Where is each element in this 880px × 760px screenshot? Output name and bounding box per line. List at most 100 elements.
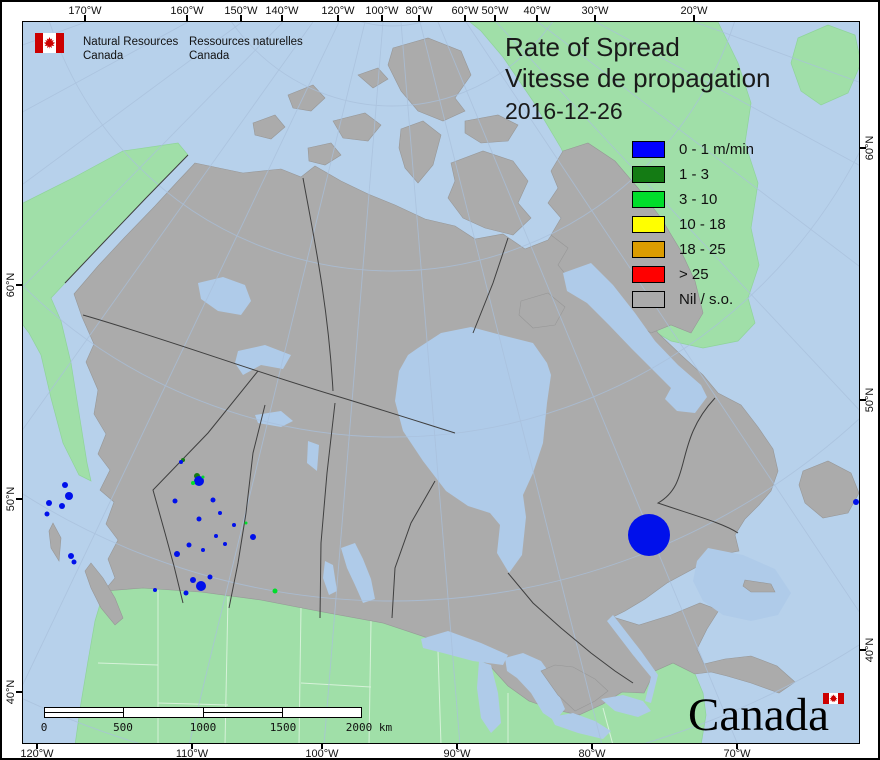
axis-tick — [84, 15, 86, 21]
legend: 0 - 1 m/min 1 - 3 3 - 10 10 - 18 18 - 25 > 25… — [632, 137, 754, 312]
legend-swatch — [632, 291, 665, 308]
map-date: 2016-12-26 — [505, 98, 623, 124]
anticosti-island — [742, 579, 776, 593]
axis-tick — [594, 15, 596, 21]
fire-spot-rate-0-1 — [223, 542, 227, 546]
fire-spot-rate-0-1 — [196, 581, 206, 591]
lake-athabasca — [255, 411, 293, 427]
flag-red-bar — [56, 33, 64, 53]
border-ab-sk — [228, 404, 266, 609]
axis-tick — [321, 743, 323, 749]
axis-tick — [281, 15, 283, 21]
longitude-label-top: 170°W — [68, 5, 102, 17]
fire-spot-rate-0-1 — [196, 516, 202, 522]
fire-spot-rate-0-1 — [62, 482, 68, 488]
fire-spot-rate-3-10 — [272, 588, 278, 594]
border-nu — [472, 237, 509, 334]
fire-spot-rate-0-1 — [68, 553, 74, 559]
canada-map — [23, 22, 859, 743]
legend-item: 18 - 25 — [632, 237, 754, 262]
fire-spot-rate-0-1 — [46, 500, 52, 506]
lake-huron — [505, 653, 565, 721]
arctic-islet-3 — [307, 142, 342, 166]
fire-spot-rate-0-1 — [179, 460, 183, 464]
scale-bar-value: 1000 — [189, 721, 217, 734]
legend-label: 10 - 18 — [679, 216, 726, 233]
legend-label: 18 - 25 — [679, 241, 726, 258]
graticule — [23, 22, 859, 743]
lake-erie — [551, 713, 611, 739]
scale-bar — [44, 707, 362, 718]
ellesmere-island — [387, 37, 472, 122]
logo-en-line1: Natural Resources — [83, 36, 179, 48]
canada-wordmark: Canada — [688, 689, 829, 741]
longitude-label-top: 30°W — [581, 5, 609, 17]
border-bc-ab — [152, 370, 259, 604]
lake-winnipeg — [341, 543, 375, 603]
axis-tick — [860, 399, 866, 401]
foxe-basin-hudson-strait — [563, 263, 707, 413]
flag-red-bar — [823, 693, 829, 704]
scale-bar-segment — [203, 708, 283, 717]
alaska-land — [23, 142, 189, 482]
border-60n — [82, 314, 456, 434]
axis-tick — [418, 15, 420, 21]
haida-gwaii — [48, 522, 62, 562]
axis-tick — [591, 743, 593, 749]
iceland-land — [790, 24, 859, 106]
longitude-label-top: 80°W — [405, 5, 433, 17]
melville-island — [332, 112, 382, 142]
great-bear-lake — [198, 277, 251, 315]
longitude-label-bottom: 70°W — [723, 748, 751, 760]
fire-spot-rate-0-1 — [59, 503, 65, 509]
reindeer-lake — [307, 441, 319, 471]
axis-tick — [16, 691, 22, 693]
axis-tick — [36, 743, 38, 749]
fire-spot-rate-0-1 — [218, 511, 222, 515]
fire-spot-rate-0-1 — [214, 534, 218, 538]
map-title-en: Rate of Spread — [505, 32, 680, 62]
legend-swatch — [632, 166, 665, 183]
maple-leaf-icon — [43, 37, 56, 49]
newfoundland — [798, 460, 859, 519]
legend-swatch — [632, 241, 665, 258]
border-on-qc — [507, 572, 634, 684]
scale-bar-value: 500 — [113, 721, 133, 734]
arctic-islet-1 — [287, 84, 326, 112]
legend-item: 0 - 1 m/min — [632, 137, 754, 162]
nrcan-logo-text-fr: Ressources naturelles Canada — [189, 35, 303, 63]
border-mb-on — [391, 480, 436, 619]
axis-tick — [381, 15, 383, 21]
fire-spot-rate-0-1 — [174, 551, 180, 557]
legend-item: 10 - 18 — [632, 212, 754, 237]
legend-item: Nil / s.o. — [632, 287, 754, 312]
us-state-lines — [97, 590, 613, 743]
arctic-islet-4 — [357, 67, 389, 89]
axis-tick — [693, 15, 695, 21]
fire-spot-rate-0-1 — [172, 498, 178, 504]
scale-bar-value: 0 — [40, 721, 48, 734]
great-slave-lake — [235, 345, 291, 375]
axis-tick — [16, 498, 22, 500]
longitude-label-top: 50°W — [481, 5, 509, 17]
fire-spot-rate-0-1 — [250, 534, 256, 540]
scale-bar-segment — [283, 708, 361, 717]
fire-spot-rate-0-1 — [628, 514, 670, 556]
longitude-label-top: 100°W — [365, 5, 399, 17]
arctic-islet-2 — [252, 114, 286, 140]
longitude-label-bottom: 120°W — [20, 748, 54, 760]
fire-spot-rate-3-10 — [201, 475, 205, 479]
legend-swatch — [632, 141, 665, 158]
longitude-label-top: 160°W — [170, 5, 204, 17]
legend-label: 1 - 3 — [679, 166, 710, 183]
fire-spot-rate-0-1 — [71, 559, 77, 565]
fire-spot-rate-0-1 — [65, 492, 73, 500]
border-ak-yt — [64, 154, 189, 284]
axis-tick — [860, 649, 866, 651]
longitude-label-bottom: 80°W — [578, 748, 606, 760]
fire-spot-rate-0-1 — [853, 499, 859, 505]
axis-tick — [536, 15, 538, 21]
axis-tick — [456, 743, 458, 749]
fire-spot-rate-0-1 — [194, 476, 204, 486]
